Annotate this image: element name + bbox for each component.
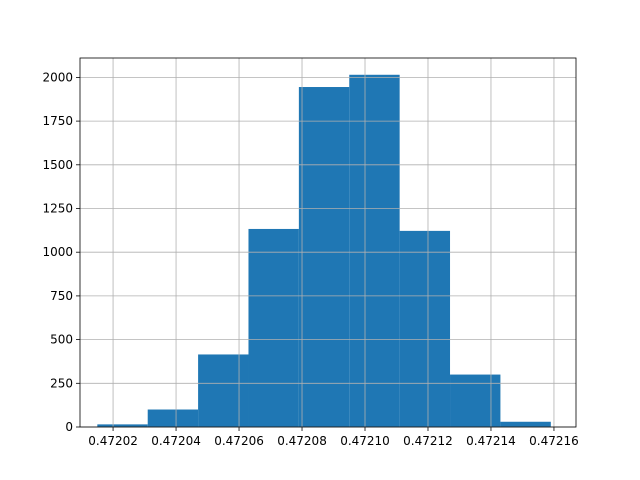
- x-tick-label: 0.47216: [529, 434, 579, 448]
- y-tick-label: 500: [50, 333, 73, 347]
- y-tick-label: 750: [50, 289, 73, 303]
- y-tick-label: 2000: [42, 70, 73, 84]
- axes: [79, 57, 577, 428]
- grid-lines: [80, 58, 576, 428]
- y-tick-label: 1250: [42, 202, 73, 216]
- x-tick-label: 0.47206: [214, 434, 264, 448]
- histogram-bar: [399, 230, 451, 427]
- y-tick-label: 1500: [42, 158, 73, 172]
- histogram-bar: [147, 409, 199, 427]
- x-tick-label: 0.47204: [151, 434, 201, 448]
- y-tick-label: 1750: [42, 114, 73, 128]
- histogram-bar: [450, 374, 501, 427]
- y-tick-label: 1000: [42, 245, 73, 259]
- plot-frame: [79, 57, 577, 428]
- x-axis-ticks: 0.47202 0.47204 0.47206 0.47208 0.47210 0.472…: [88, 427, 579, 448]
- y-tick-label: 0: [65, 420, 73, 434]
- x-tick-label: 0.47208: [277, 434, 327, 448]
- histogram-bar: [248, 228, 299, 427]
- x-tick-label: 0.47212: [403, 434, 453, 448]
- x-tick-label: 0.47202: [88, 434, 138, 448]
- histogram-bar: [298, 87, 350, 428]
- histogram-bar: [349, 74, 400, 427]
- histogram-bar: [500, 421, 551, 427]
- y-axis-ticks: 0 250 500 750 1000 1250 1500 1750 2000: [42, 70, 80, 434]
- histogram-bars: [97, 74, 551, 428]
- histogram-bar: [97, 424, 148, 427]
- histogram-bar: [198, 354, 249, 427]
- x-tick-label: 0.47210: [340, 434, 390, 448]
- x-tick-label: 0.47214: [466, 434, 516, 448]
- y-tick-label: 250: [50, 376, 73, 390]
